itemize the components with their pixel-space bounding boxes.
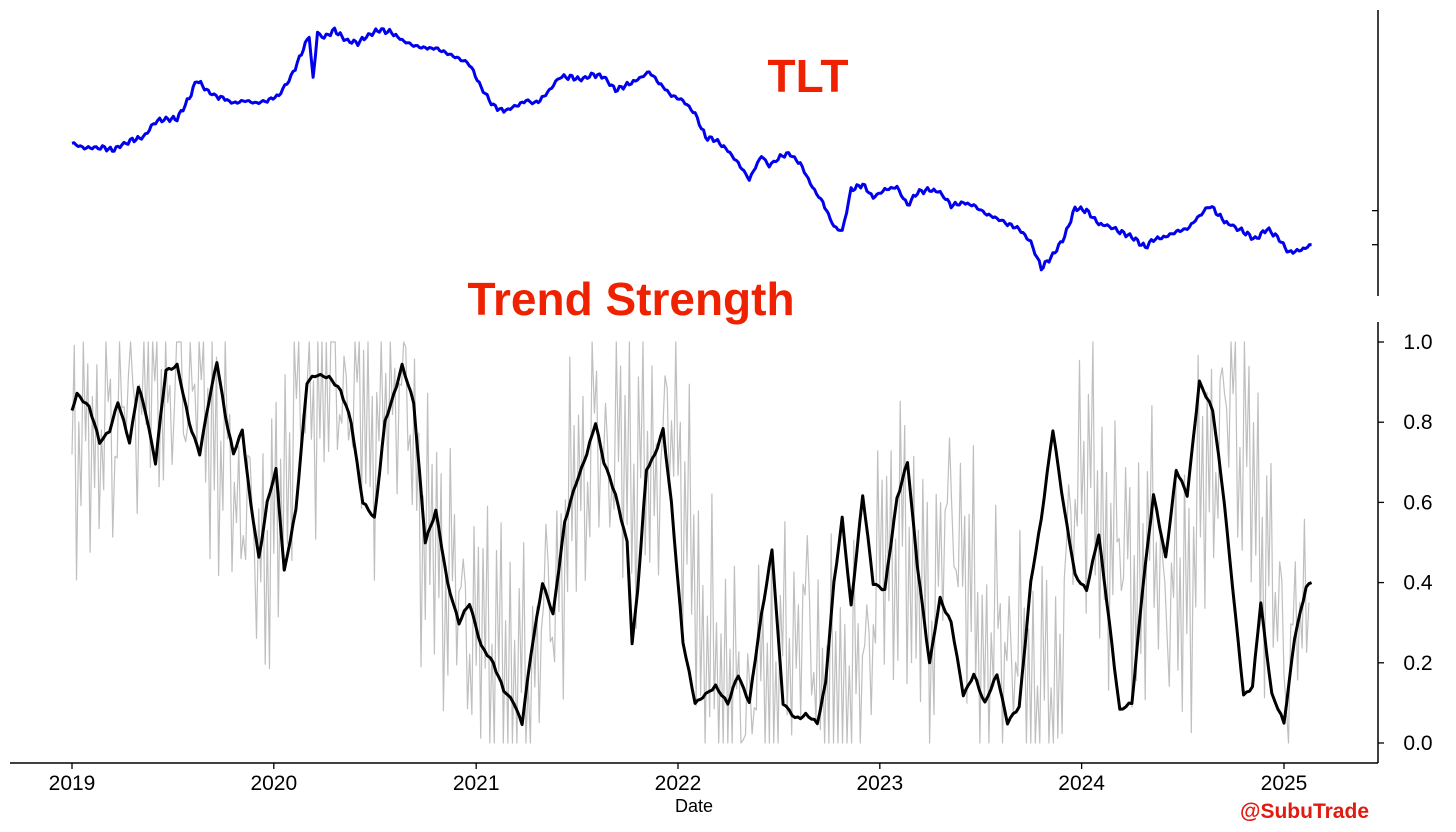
x-tick-label-2022: 2022 [655,772,702,795]
y-tick-label-0: 0.0 [1403,732,1432,755]
watermark-handle: @SubuTrade [1240,800,1369,823]
y-axis-ticks: 0.0 0.2 0.4 0.6 0.8 1.0 [1378,331,1433,755]
x-axis-label: Date [675,796,713,816]
y-tick-label-4: 0.8 [1403,411,1432,434]
y-tick-label-3: 0.6 [1403,491,1432,514]
x-tick-label-2025: 2025 [1261,772,1308,795]
tlt-price-ticks [1372,209,1378,246]
x-tick-label-2021: 2021 [453,772,500,795]
x-tick-label-2024: 2024 [1058,772,1105,795]
x-tick-label-2023: 2023 [856,772,903,795]
y-tick-label-1: 0.2 [1403,652,1432,675]
y-tick-label-2: 0.4 [1403,572,1433,595]
x-tick-label-2019: 2019 [49,772,96,795]
x-axis-ticks: 2019 2020 2021 2022 2023 2024 2025 [49,763,1308,795]
trend-strength-smoothed-series-line [70,361,1313,727]
trend-strength-panel-title: Trend Strength [467,273,794,325]
trend-strength-panel: Trend Strength 2019 2020 2021 2022 2023 2024 2… [10,273,1433,816]
x-tick-label-2020: 2020 [250,772,297,795]
y-tick-label-5: 1.0 [1403,331,1432,354]
tlt-panel-title: TLT [768,50,849,102]
tlt-price-panel: TLT [71,10,1379,296]
tlt-price-series-line [71,26,1312,272]
